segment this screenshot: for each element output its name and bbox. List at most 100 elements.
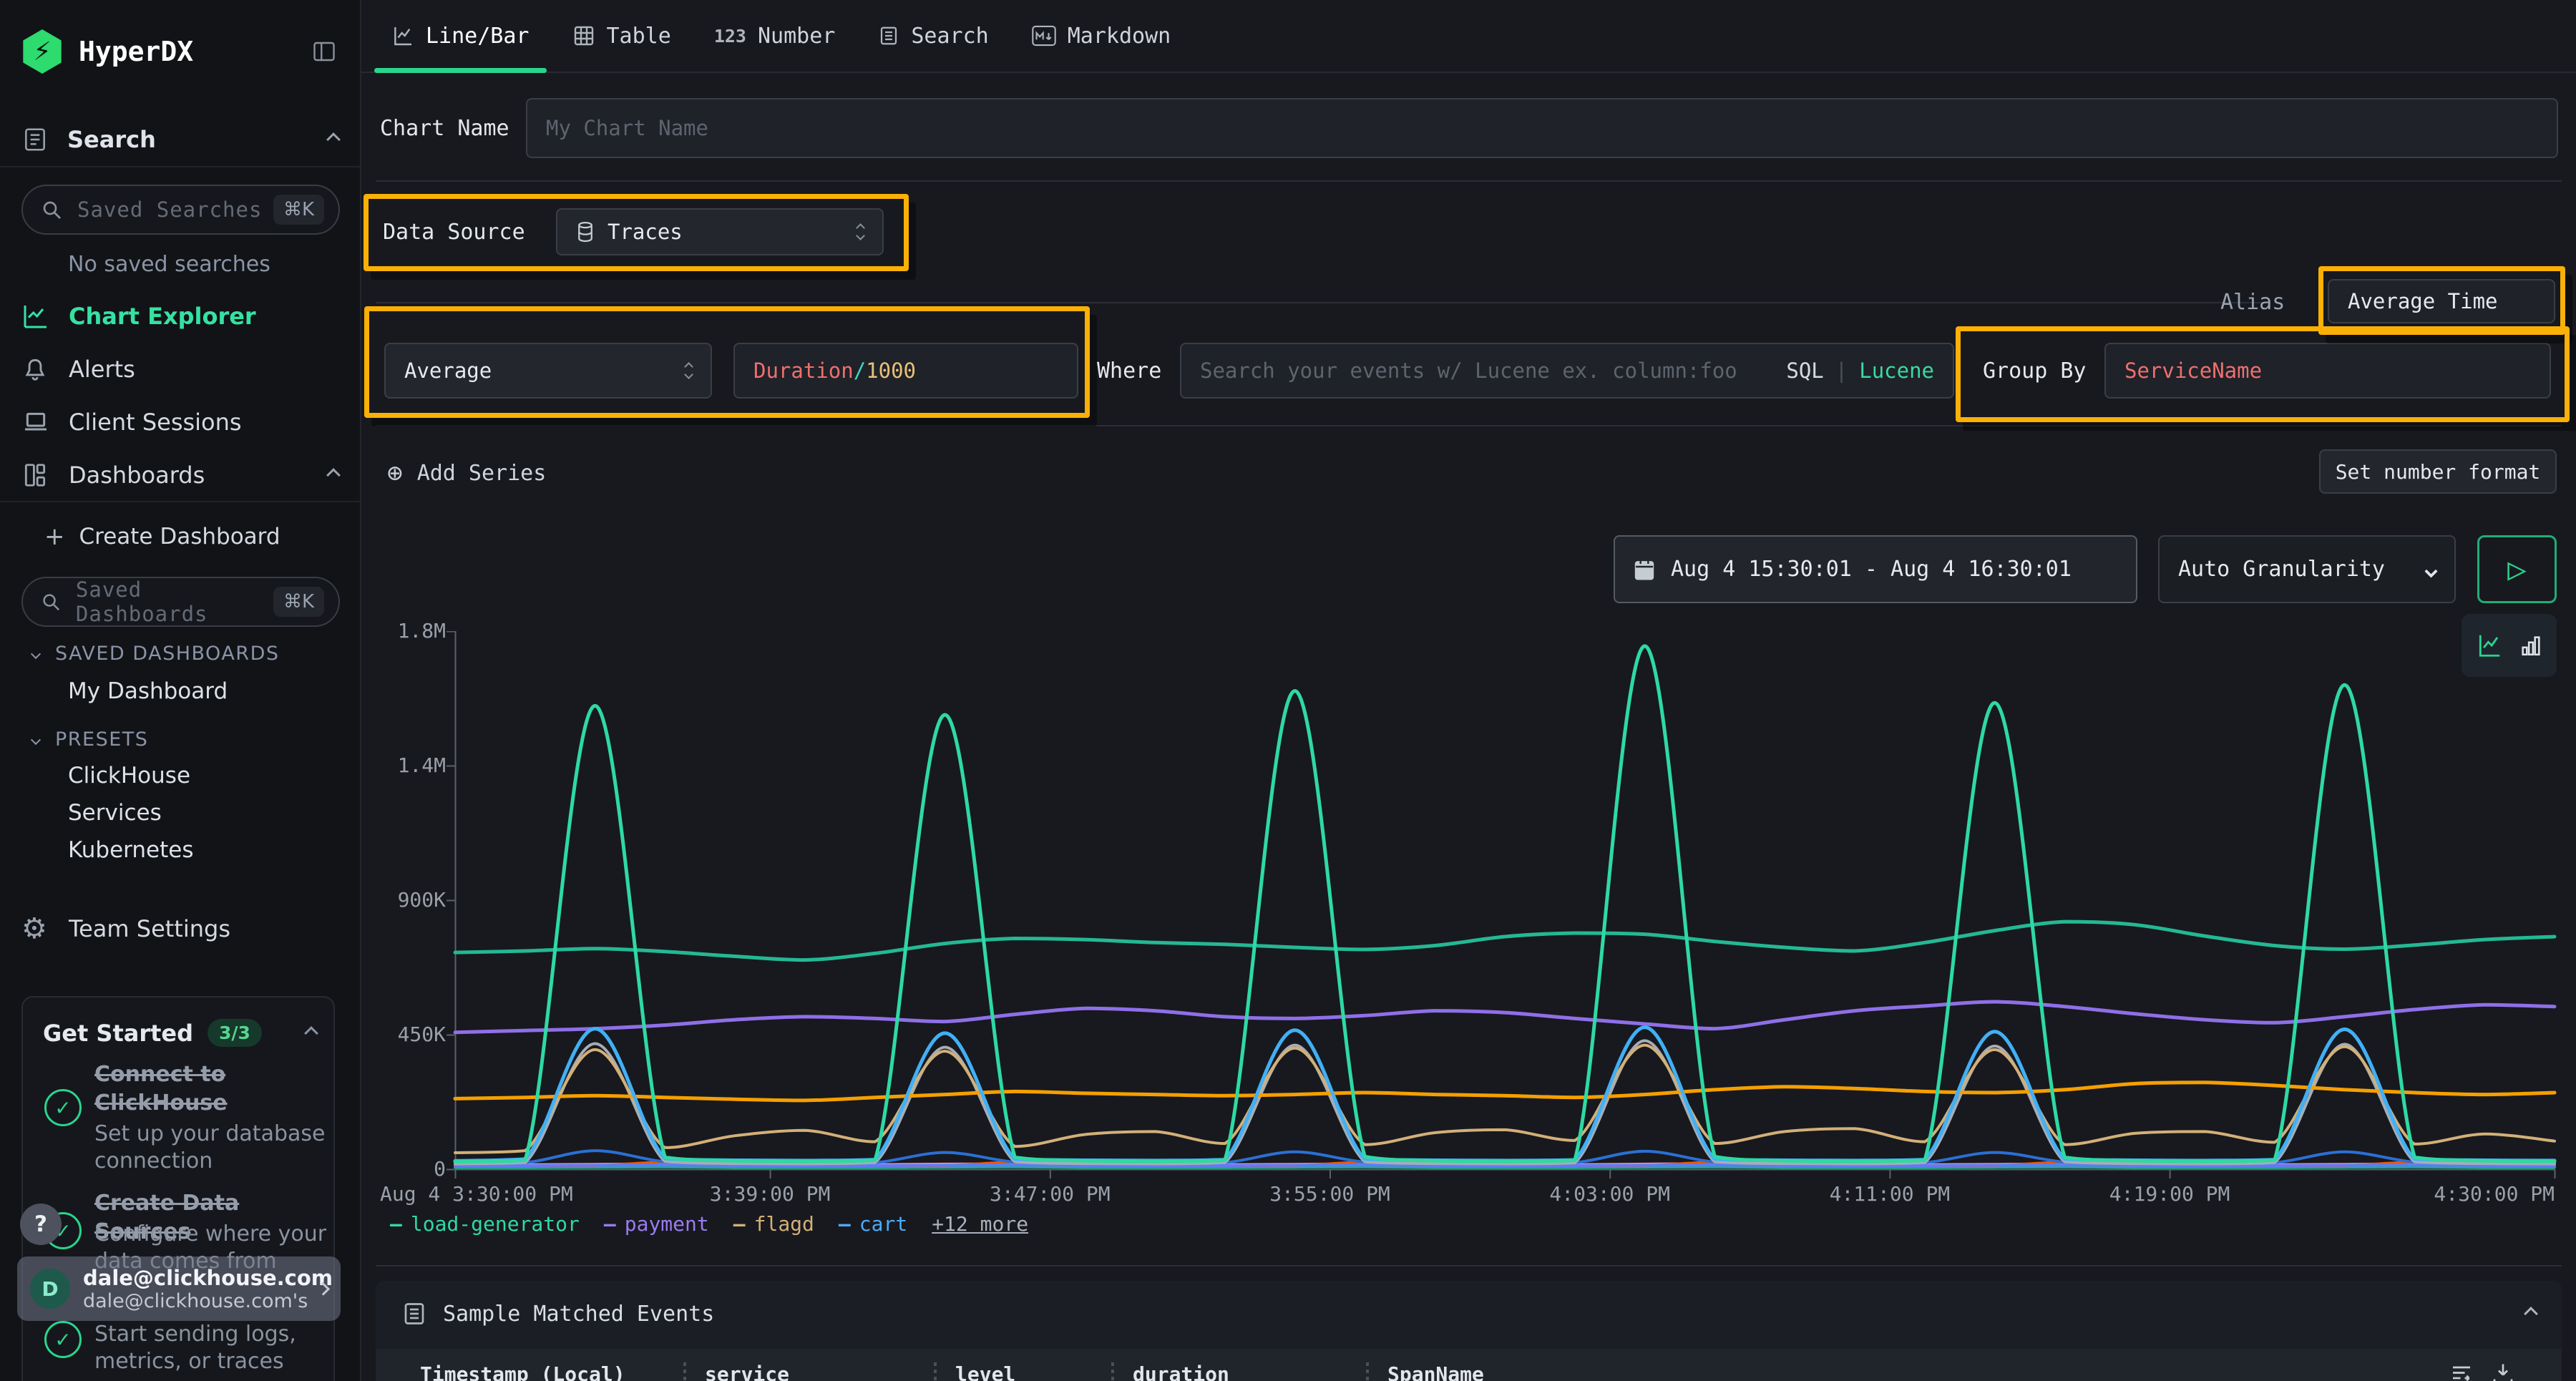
granularity-value: Auto Granularity — [2178, 557, 2385, 582]
tab-table[interactable]: Table — [551, 0, 693, 72]
user-subtitle: dale@clickhouse.com's — [83, 1289, 308, 1312]
create-dashboard-button[interactable]: + Create Dashboard — [44, 522, 280, 551]
saved-searches-placeholder: Saved Searches — [77, 197, 263, 222]
sql-mode-toggle[interactable]: SQL — [1786, 358, 1824, 383]
chart-legend: — load-generator — payment — flagd — cart +12 mo… — [390, 1212, 1028, 1236]
tab-label: Line/Bar — [426, 23, 530, 49]
group-presets[interactable]: PRESETS — [30, 728, 149, 751]
add-series-label: Add Series — [416, 460, 547, 486]
group-label: SAVED DASHBOARDS — [55, 643, 280, 665]
sidebar-item-clickhouse[interactable]: ClickHouse — [68, 763, 191, 789]
avatar: D — [30, 1269, 70, 1309]
column-resize-handle[interactable] — [1366, 1362, 1369, 1381]
sidebar-item-dashboards[interactable]: Dashboards — [0, 449, 360, 501]
get-started-card: Get Started 3/3 ✓ Connect to ClickHouse … — [21, 996, 335, 1381]
legend-item-flagd[interactable]: — flagd — [733, 1212, 814, 1236]
aggregation-select[interactable]: Average — [384, 343, 712, 399]
run-query-button[interactable]: ▷ — [2477, 535, 2557, 603]
calendar-icon — [1634, 558, 1655, 581]
document-list-icon — [878, 25, 899, 47]
field-expression-input[interactable]: Duration/1000 — [733, 343, 1078, 399]
get-started-title: Get Started — [43, 1019, 194, 1047]
column-header-service[interactable]: service — [683, 1349, 934, 1381]
search-icon — [43, 201, 61, 219]
collapse-panel-icon[interactable] — [2524, 1307, 2538, 1321]
plus-icon: + — [44, 522, 65, 551]
wrap-lines-icon[interactable] — [2449, 1361, 2474, 1381]
divider — [376, 180, 2562, 182]
sidebar-section-search[interactable]: Search — [21, 126, 341, 153]
sidebar-item-kubernetes[interactable]: Kubernetes — [68, 837, 194, 863]
events-table-header: Timestamp (Local) service level duration… — [376, 1349, 2562, 1381]
sidebar-item-alerts[interactable]: Alerts — [0, 343, 360, 395]
alias-input[interactable]: Average Time — [2328, 279, 2555, 323]
sidebar-item-client-sessions[interactable]: Client Sessions — [0, 396, 360, 448]
plus-circle-icon: ⊕ — [387, 458, 403, 488]
time-range-picker[interactable]: Aug 4 15:30:01 - Aug 4 16:30:01 — [1614, 535, 2137, 603]
y-tick-label: 0 — [434, 1157, 446, 1181]
bar-chart-icon[interactable] — [2519, 633, 2543, 658]
chart-name-input[interactable]: My Chart Name — [526, 98, 2558, 158]
download-icon[interactable] — [2490, 1361, 2516, 1381]
sidebar-item-team-settings[interactable]: ⚙ Team Settings — [0, 903, 360, 955]
timeseries-chart[interactable] — [426, 631, 2559, 1182]
legend-more-link[interactable]: +12 more — [932, 1212, 1029, 1236]
legend-label: flagd — [753, 1212, 814, 1236]
group-by-input[interactable]: ServiceName — [2104, 343, 2551, 399]
column-header-timestamp[interactable]: Timestamp (Local) — [420, 1362, 625, 1381]
step-title[interactable]: Create Data Sources — [94, 1191, 240, 1244]
chevron-up-icon[interactable] — [326, 132, 341, 147]
group-saved-dashboards[interactable]: SAVED DASHBOARDS — [30, 643, 280, 665]
user-email: dale@clickhouse.com — [83, 1265, 333, 1290]
column-header-duration[interactable]: duration — [1111, 1349, 1366, 1381]
divider — [376, 1265, 2562, 1267]
lucene-mode-toggle[interactable]: Lucene — [1859, 358, 1934, 383]
line-chart-icon[interactable] — [2476, 632, 2503, 659]
x-tick-label: 4:11:00 PM — [1829, 1182, 1951, 1206]
logo[interactable]: ⚡ HyperDX — [21, 29, 338, 74]
time-range-value: Aug 4 15:30:01 - Aug 4 16:30:01 — [1671, 557, 2072, 582]
where-search-input[interactable]: Search your events w/ Lucene ex. column:… — [1180, 343, 1954, 399]
granularity-select[interactable]: Auto Granularity — [2158, 535, 2456, 603]
chevron-up-icon[interactable] — [326, 468, 341, 482]
sidebar-item-chart-explorer[interactable]: Chart Explorer — [0, 291, 360, 342]
sidebar-item-my-dashboard[interactable]: My Dashboard — [68, 678, 228, 704]
chart-line-icon — [21, 302, 53, 331]
column-resize-handle[interactable] — [934, 1362, 937, 1381]
series-unnamed-green — [453, 919, 2557, 962]
step-title[interactable]: Connect to ClickHouse — [94, 1062, 228, 1116]
help-button[interactable]: ? — [20, 1204, 62, 1245]
legend-item-load-generator[interactable]: — load-generator — [390, 1212, 580, 1236]
sidebar-item-services[interactable]: Services — [68, 800, 162, 826]
team-settings-label: Team Settings — [69, 915, 230, 942]
set-number-format-button[interactable]: Set number format — [2319, 449, 2557, 494]
aggregation-value: Average — [404, 358, 492, 383]
column-header-spanname[interactable]: SpanName — [1366, 1349, 1484, 1381]
expression-field: Duration — [753, 358, 854, 383]
tab-search[interactable]: Search — [857, 0, 1010, 72]
saved-dashboards-input[interactable]: Saved Dashboards ⌘K — [21, 577, 340, 627]
saved-searches-input[interactable]: Saved Searches ⌘K — [21, 185, 340, 235]
select-updown-icon — [684, 362, 693, 379]
legend-swatch: — — [603, 1212, 616, 1236]
legend-item-payment[interactable]: — payment — [604, 1212, 709, 1236]
column-resize-handle[interactable] — [683, 1362, 686, 1381]
chevron-down-icon — [30, 734, 42, 745]
legend-item-cart[interactable]: — cart — [839, 1212, 907, 1236]
y-tick-label: 1.8M — [397, 619, 446, 643]
tab-number[interactable]: 123 Number — [693, 0, 857, 72]
chevron-up-icon[interactable] — [304, 1025, 318, 1040]
data-source-select[interactable]: Traces — [556, 208, 884, 255]
add-series-button[interactable]: ⊕ Add Series — [387, 452, 546, 494]
user-menu[interactable]: D dale@clickhouse.com dale@clickhouse.co… — [17, 1256, 341, 1321]
sidebar-collapse-icon[interactable] — [310, 39, 338, 64]
column-resize-handle[interactable] — [1111, 1362, 1114, 1381]
shortcut-badge: ⌘K — [273, 195, 324, 225]
divider — [0, 166, 360, 167]
column-header-level[interactable]: level — [934, 1349, 1111, 1381]
tab-markdown[interactable]: Markdown — [1010, 0, 1193, 72]
group-label: PRESETS — [55, 728, 149, 751]
tab-line-bar[interactable]: Line/Bar — [370, 0, 551, 73]
bell-icon — [21, 356, 53, 383]
markdown-icon — [1031, 25, 1056, 47]
